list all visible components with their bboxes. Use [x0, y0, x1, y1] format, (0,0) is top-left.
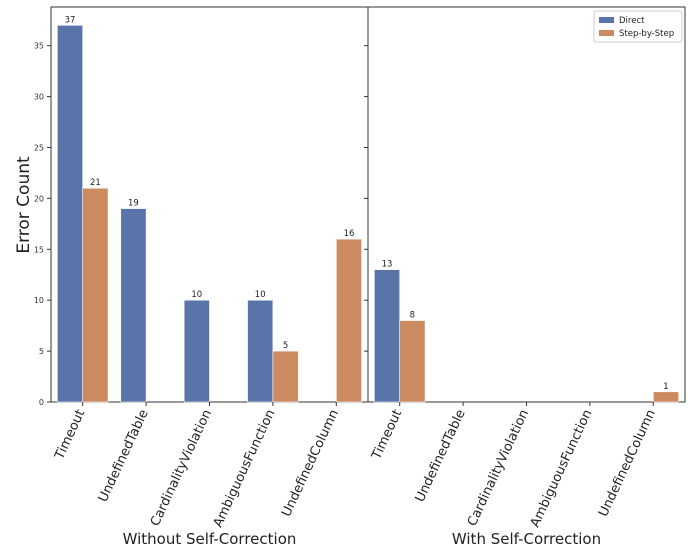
legend-label: Step-by-Step — [619, 29, 674, 39]
y-tick-label: 0 — [39, 398, 44, 407]
bar-value-label: 1 — [663, 382, 668, 392]
panel-with-self-correction: 13 8 Timeout UndefinedTableCardinalityViola… — [364, 6, 686, 548]
x-axis-title: With Self-Correction — [452, 530, 601, 548]
y-tick-label: 25 — [34, 143, 44, 152]
x-tick-label-timeout: Timeout — [52, 407, 88, 462]
x-tick-label-cardinalityviolation: CardinalityViolation — [465, 407, 532, 528]
bar-step-by-step-timeout — [399, 320, 426, 403]
y-tick-label: 20 — [34, 194, 44, 203]
y-tick-label: 5 — [39, 347, 44, 356]
bar-value-label: 10 — [255, 290, 266, 300]
x-tick-label-ambiguousfunction: AmbiguousFunction — [528, 407, 596, 530]
bar-value-label: 21 — [90, 178, 101, 188]
bar-direct-timeout — [57, 25, 84, 403]
bar-value-label: 10 — [191, 290, 202, 300]
x-axis-title: Without Self-Correction — [123, 530, 297, 548]
bar-value-label: 16 — [344, 229, 355, 239]
legend: Direct Step-by-Step — [593, 10, 683, 43]
y-axis-title: Error Count — [14, 156, 34, 254]
legend-label: Direct — [619, 16, 645, 26]
y-tick-label: 10 — [34, 296, 44, 305]
bar-value-label: 5 — [283, 341, 288, 351]
bar-step-by-step-ambiguousfunction — [272, 350, 299, 403]
bar-direct-cardinalityviolation — [183, 299, 210, 403]
legend-swatch-step-by-step — [599, 30, 614, 36]
y-tick-label: 15 — [34, 245, 44, 254]
bar-step-by-step-undefinedcolumn — [335, 238, 362, 403]
y-tick-label: 30 — [34, 93, 44, 102]
bar-step-by-step-undefinedcolumn — [652, 391, 679, 403]
bar-value-label: 19 — [128, 199, 139, 209]
panel-without-self-correction: 0 5 10 15 20 25 30 35 37 21 Timeout 19 UndefinedTabl… — [34, 6, 369, 548]
bar-direct-undefinedtable — [120, 208, 147, 403]
x-tick-label-undefinedcolumn: UndefinedColumn — [279, 407, 342, 519]
bar-value-label: 8 — [410, 311, 415, 321]
x-tick-label-undefinedcolumn: UndefinedColumn — [596, 407, 659, 519]
bar-value-label: 37 — [65, 15, 76, 25]
x-tick-label-ambiguousfunction: AmbiguousFunction — [211, 407, 279, 530]
legend-swatch-direct — [599, 17, 614, 23]
x-tick-label-undefinedtable: UndefinedTable — [96, 407, 152, 504]
bar-direct-timeout — [374, 269, 400, 403]
bar-value-label: 13 — [382, 260, 393, 270]
x-tick-label-timeout: Timeout — [369, 407, 405, 462]
legend-box — [593, 10, 683, 43]
x-tick-label-cardinalityviolation: CardinalityViolation — [148, 407, 215, 528]
bar-step-by-step-timeout — [82, 187, 109, 403]
panels-layer: 051015202530353721Timeout19UndefinedTabl… — [34, 6, 686, 548]
y-tick-label: 35 — [34, 42, 44, 51]
x-tick-label-undefinedtable: UndefinedTable — [413, 407, 469, 504]
bar-direct-ambiguousfunction — [247, 299, 274, 403]
